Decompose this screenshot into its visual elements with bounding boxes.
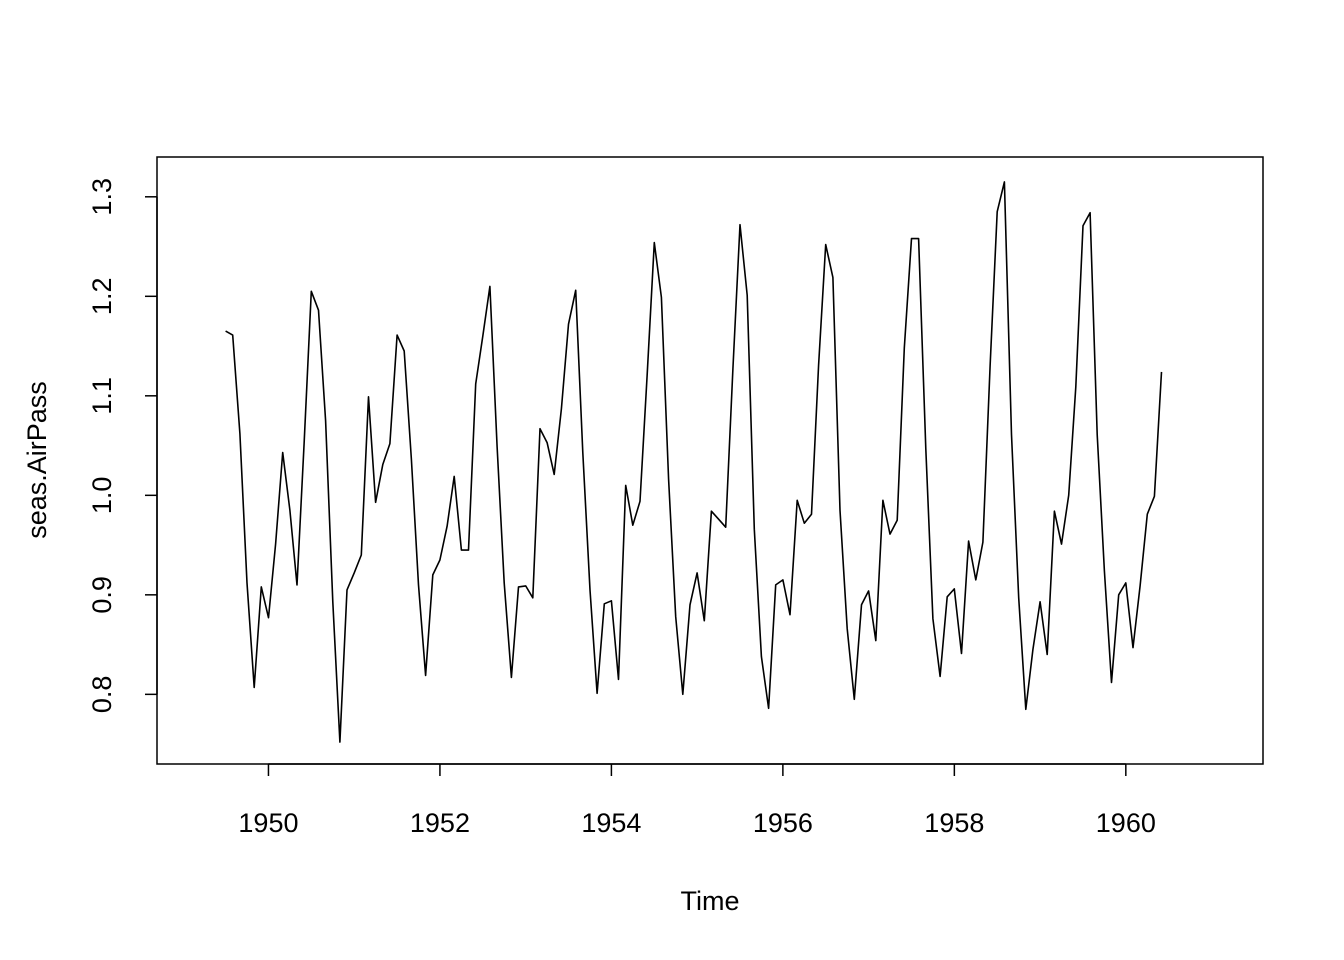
x-axis: 1950 1952 1954 1956 1958 1960 [238,763,1156,838]
x-tick-label: 1958 [924,808,984,838]
x-tick-label: 1950 [238,808,298,838]
series-line-seas-airpass [225,181,1163,743]
y-axis: 0.8 0.9 1.0 1.1 1.2 1.3 [87,178,158,714]
y-tick-label: 0.8 [87,676,117,714]
y-tick-label: 0.9 [87,576,117,614]
x-tick-label: 1956 [753,808,813,838]
y-tick-label: 1.3 [87,178,117,216]
y-tick-label: 1.0 [87,477,117,515]
x-tick-label: 1954 [581,808,641,838]
y-axis-label: seas.AirPass [22,381,52,539]
y-tick-label: 1.1 [87,377,117,415]
x-axis-label: Time [681,886,740,916]
y-tick-label: 1.2 [87,278,117,316]
x-tick-label: 1952 [410,808,470,838]
x-tick-label: 1960 [1096,808,1156,838]
plot-frame [156,156,1264,765]
